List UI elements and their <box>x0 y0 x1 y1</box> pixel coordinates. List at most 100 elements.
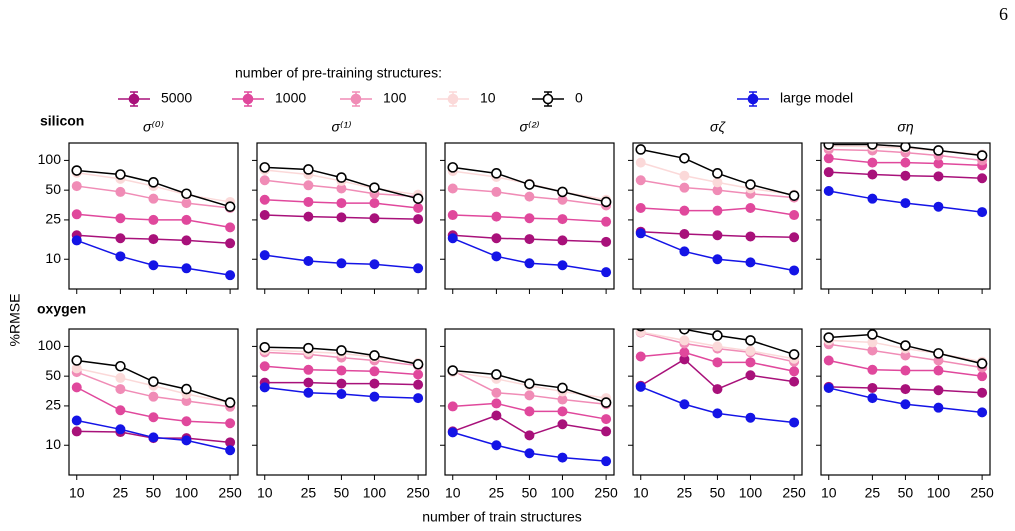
data-point <box>712 330 723 341</box>
data-point <box>745 179 756 190</box>
data-point <box>679 182 690 193</box>
data-point <box>115 186 126 197</box>
data-point <box>369 259 380 270</box>
x-tick-label: 100 <box>363 485 387 501</box>
x-tick-label: 50 <box>146 485 162 501</box>
data-point <box>524 378 535 389</box>
data-point <box>712 357 723 368</box>
data-point <box>71 382 82 393</box>
data-point <box>789 232 800 243</box>
data-point <box>115 233 126 244</box>
data-point <box>181 383 192 395</box>
data-point <box>491 251 502 262</box>
data-point <box>600 397 612 408</box>
axes-frame <box>68 328 239 476</box>
data-point <box>259 382 270 393</box>
data-point <box>303 196 314 207</box>
data-point <box>181 435 192 446</box>
data-point <box>977 371 988 382</box>
data-point <box>447 162 459 173</box>
data-point <box>225 445 236 456</box>
data-point <box>71 209 82 220</box>
data-point <box>524 430 535 441</box>
data-point <box>867 382 878 393</box>
data-point <box>303 387 314 398</box>
plot-area <box>447 162 612 278</box>
data-point <box>679 205 690 216</box>
data-point <box>413 202 424 213</box>
data-point <box>336 212 347 223</box>
data-point <box>557 186 568 198</box>
y-tick-label: 100 <box>38 151 62 167</box>
y-tick-label: 10 <box>45 436 61 452</box>
data-point <box>491 233 502 244</box>
x-tick-label: 100 <box>175 485 199 501</box>
plot-area <box>447 365 612 467</box>
data-point <box>635 175 646 186</box>
data-point <box>601 456 612 467</box>
plot-area <box>823 143 988 218</box>
x-tick-label: 25 <box>301 485 317 501</box>
data-point <box>71 355 83 366</box>
data-point <box>745 345 756 356</box>
data-point <box>259 194 270 205</box>
data-point <box>557 214 568 225</box>
data-point <box>900 365 911 376</box>
data-point <box>933 201 944 212</box>
data-point <box>115 360 126 372</box>
x-tick-label: 10 <box>445 485 461 501</box>
data-point <box>447 427 458 438</box>
data-point <box>336 378 347 389</box>
data-point <box>867 393 878 404</box>
data-point <box>115 384 126 395</box>
x-tick-label: 50 <box>334 485 350 501</box>
legend-label: 0 <box>575 90 583 106</box>
data-point <box>491 387 502 398</box>
data-point <box>413 263 424 274</box>
data-point <box>491 168 502 179</box>
data-point <box>148 214 159 225</box>
data-point <box>115 251 126 262</box>
data-point <box>823 167 834 178</box>
data-point <box>224 397 236 408</box>
data-point <box>336 172 347 183</box>
data-point <box>181 188 192 200</box>
data-point <box>491 211 502 222</box>
data-point <box>635 144 647 155</box>
data-point <box>601 236 612 247</box>
data-point <box>336 365 347 376</box>
data-point <box>679 335 690 346</box>
data-point <box>976 150 988 161</box>
x-tick-label: 50 <box>898 485 914 501</box>
data-point <box>557 260 568 271</box>
y-tick-label: 25 <box>45 397 61 413</box>
row-label: silicon <box>40 113 84 129</box>
data-point <box>259 361 270 372</box>
data-point <box>524 234 535 245</box>
legend-marker <box>447 93 459 105</box>
data-point <box>900 170 911 181</box>
plot-area <box>823 329 988 418</box>
data-point <box>491 410 502 421</box>
data-point <box>745 231 756 242</box>
data-point <box>823 143 835 150</box>
data-point <box>557 419 568 430</box>
x-tick-label: 50 <box>710 485 726 501</box>
plot-area <box>71 355 236 456</box>
data-point <box>413 369 424 380</box>
x-tick-label: 10 <box>821 485 837 501</box>
data-point <box>225 238 236 249</box>
data-point <box>745 357 756 368</box>
data-point <box>148 432 159 443</box>
y-tick-label: 10 <box>45 250 61 266</box>
data-point <box>369 378 380 389</box>
row-label: oxygen <box>37 301 86 317</box>
legend-label: 1000 <box>275 90 306 106</box>
data-point <box>148 193 159 204</box>
data-point <box>491 440 502 451</box>
data-point <box>259 250 270 261</box>
data-point <box>679 153 690 164</box>
data-point <box>71 181 82 192</box>
data-point <box>115 169 126 180</box>
data-point <box>336 345 347 356</box>
